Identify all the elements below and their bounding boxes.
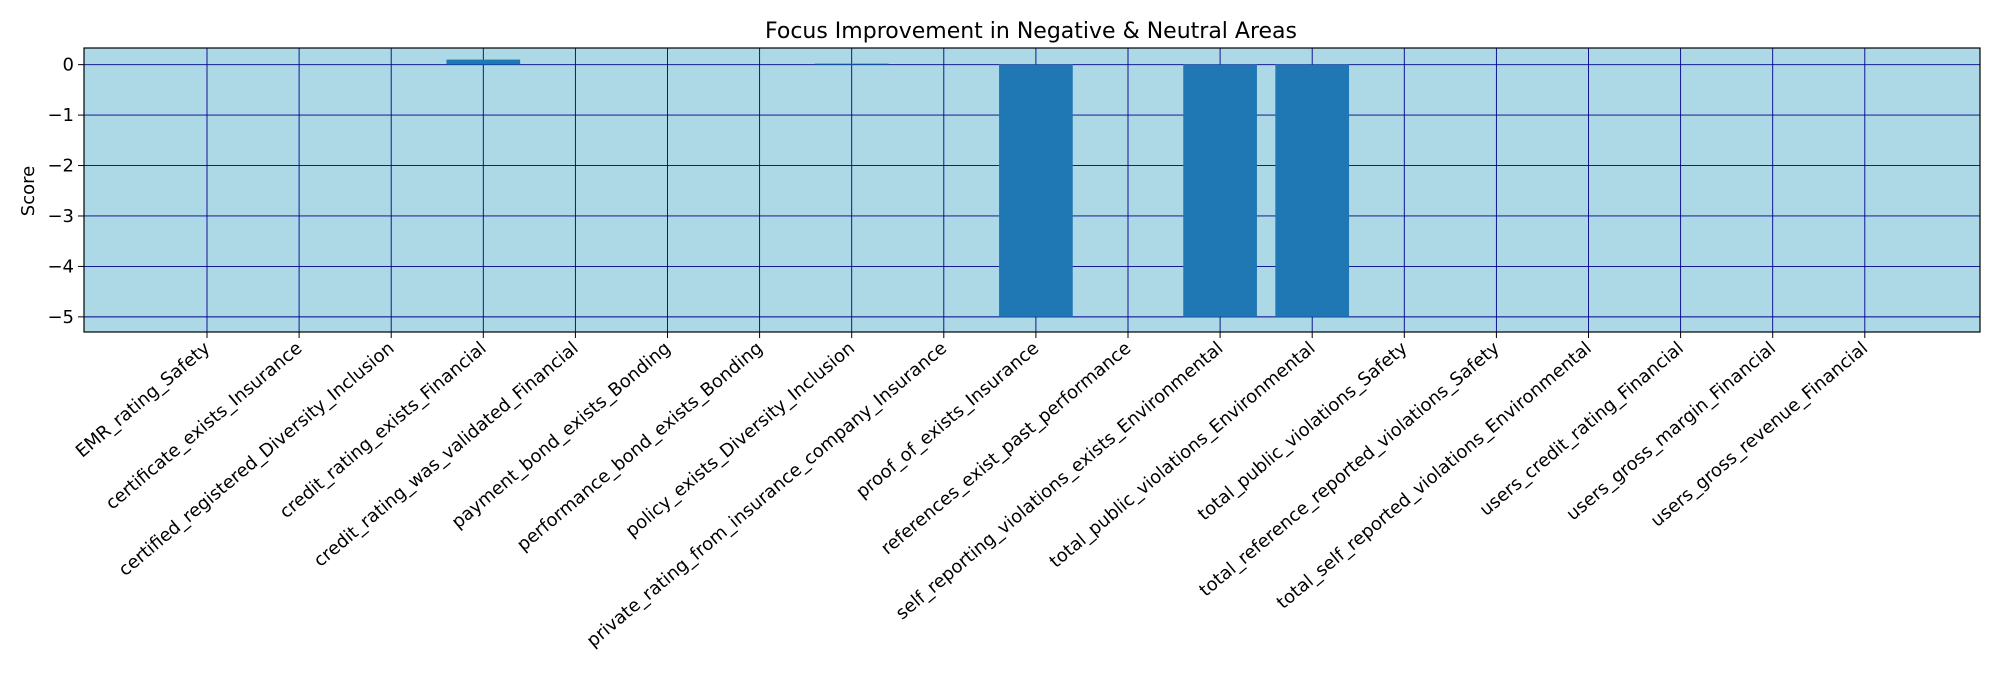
x-tick-label: certificate_exists_Insurance bbox=[102, 338, 307, 514]
y-axis-label: Score bbox=[18, 166, 39, 216]
bar-self_reporting_violations_exists_Environmental bbox=[1183, 64, 1257, 317]
bar-credit_rating_exists_Financial bbox=[446, 59, 521, 65]
y-tick-label: −2 bbox=[47, 156, 74, 177]
plot-frame bbox=[83, 47, 1981, 333]
y-tick-label: 0 bbox=[63, 55, 74, 76]
bar-policy_exists_Diversity_Inclusion bbox=[814, 63, 889, 65]
bars bbox=[446, 59, 1350, 317]
bar-total_public_violations_Environmental bbox=[1275, 64, 1350, 317]
x-tick-label: total_self_reported_violations_Environme… bbox=[1273, 338, 1596, 614]
y-tick-label: −4 bbox=[47, 256, 74, 277]
y-tick-label: −1 bbox=[47, 105, 74, 126]
y-tick-label: −3 bbox=[47, 206, 74, 227]
x-tick-label: proof_of_exists_Insurance bbox=[852, 338, 1043, 503]
y-axis-ticks: 0 −1 −2 −3 −4 −5 bbox=[47, 55, 84, 328]
chart-title: Focus Improvement in Negative & Neutral … bbox=[765, 19, 1297, 44]
bar-proof_of_exists_Insurance bbox=[999, 64, 1073, 317]
y-tick-label: −5 bbox=[47, 307, 74, 328]
x-axis-ticks: EMR_rating_Safetycertificate_exists_Insu… bbox=[72, 332, 1872, 652]
x-tick-label: self_reporting_violations_exists_Environ… bbox=[892, 338, 1228, 624]
